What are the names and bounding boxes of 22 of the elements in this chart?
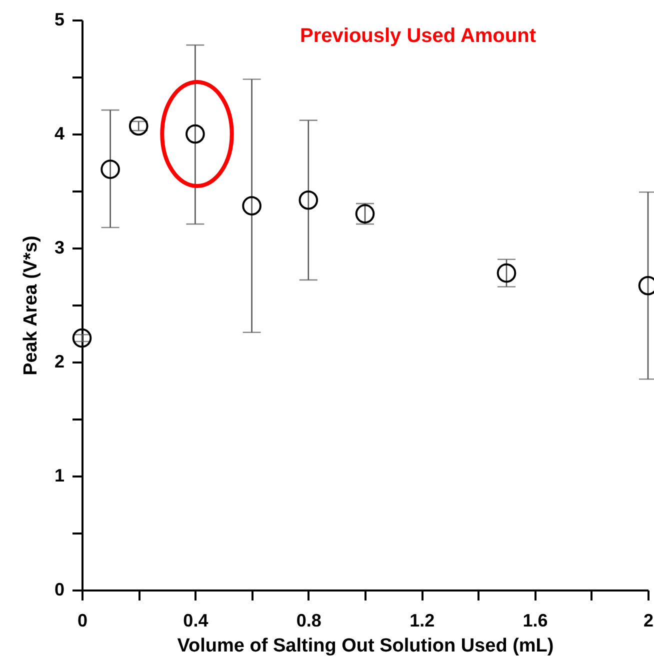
y-tick-label: 0 [54, 580, 64, 600]
point [128, 116, 148, 136]
y-tick-label: 3 [54, 238, 64, 258]
y-tick-label: 2 [54, 352, 64, 372]
x-tick-label: 0.8 [296, 610, 322, 630]
y-axis-title: Peak Area (V*s) [20, 236, 42, 376]
x-axis-title: Volume of Salting Out Solution Used (mL) [177, 636, 554, 656]
x-tick-label: 2 [643, 610, 654, 630]
x-tick-label: 1.6 [522, 610, 548, 630]
point [298, 190, 318, 210]
y-tick-label: 1 [54, 466, 64, 486]
point [100, 160, 120, 179]
y-tick-label: 4 [54, 124, 64, 144]
annotation: Previously Used Amount [300, 25, 536, 47]
x-tick-label: 0 [77, 610, 88, 630]
point [186, 124, 205, 144]
x-tick-label: 0.4 [183, 610, 208, 630]
point [496, 263, 516, 283]
point [72, 328, 92, 348]
point [242, 196, 262, 216]
x-tick-label: 1.2 [410, 610, 435, 630]
y-tick-label: 5 [54, 10, 64, 30]
